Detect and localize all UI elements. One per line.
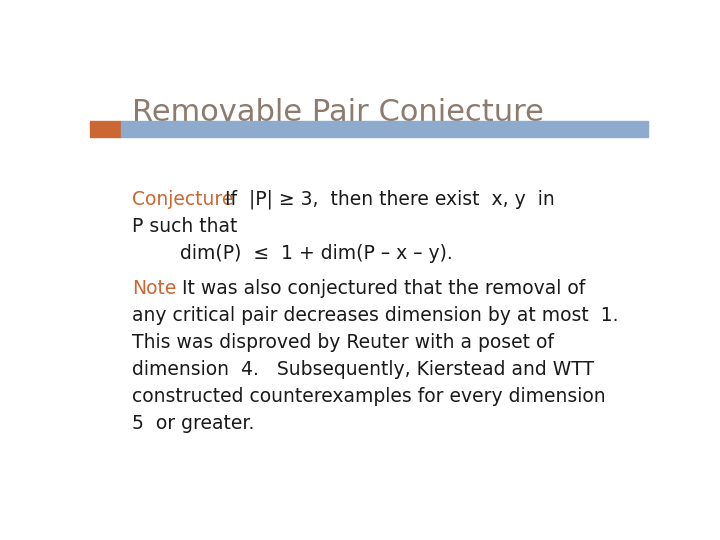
Text: any critical pair decreases dimension by at most  1.: any critical pair decreases dimension by…	[132, 306, 618, 325]
Bar	[90, 122, 121, 137]
Text: If  |P| ≥ 3,  then there exist  x, y  in: If |P| ≥ 3, then there exist x, y in	[213, 190, 554, 209]
Text: dimension  4.   Subsequently, Kierstead and WTT: dimension 4. Subsequently, Kierstead and…	[132, 360, 594, 379]
Text: Note: Note	[132, 279, 176, 298]
Text: Conjecture: Conjecture	[132, 190, 233, 208]
Bar	[121, 122, 648, 137]
Text: dim(P)  ≤  1 + dim(P – x – y).: dim(P) ≤ 1 + dim(P – x – y).	[132, 244, 453, 262]
Text: constructed counterexamples for every dimension: constructed counterexamples for every di…	[132, 387, 606, 406]
Text: It was also conjectured that the removal of: It was also conjectured that the removal…	[170, 279, 585, 298]
Text: This was disproved by Reuter with a poset of: This was disproved by Reuter with a pose…	[132, 333, 554, 352]
Text: Removable Pair Conjecture: Removable Pair Conjecture	[132, 98, 544, 127]
Text: P such that: P such that	[132, 217, 237, 235]
Text: 5  or greater.: 5 or greater.	[132, 414, 254, 433]
